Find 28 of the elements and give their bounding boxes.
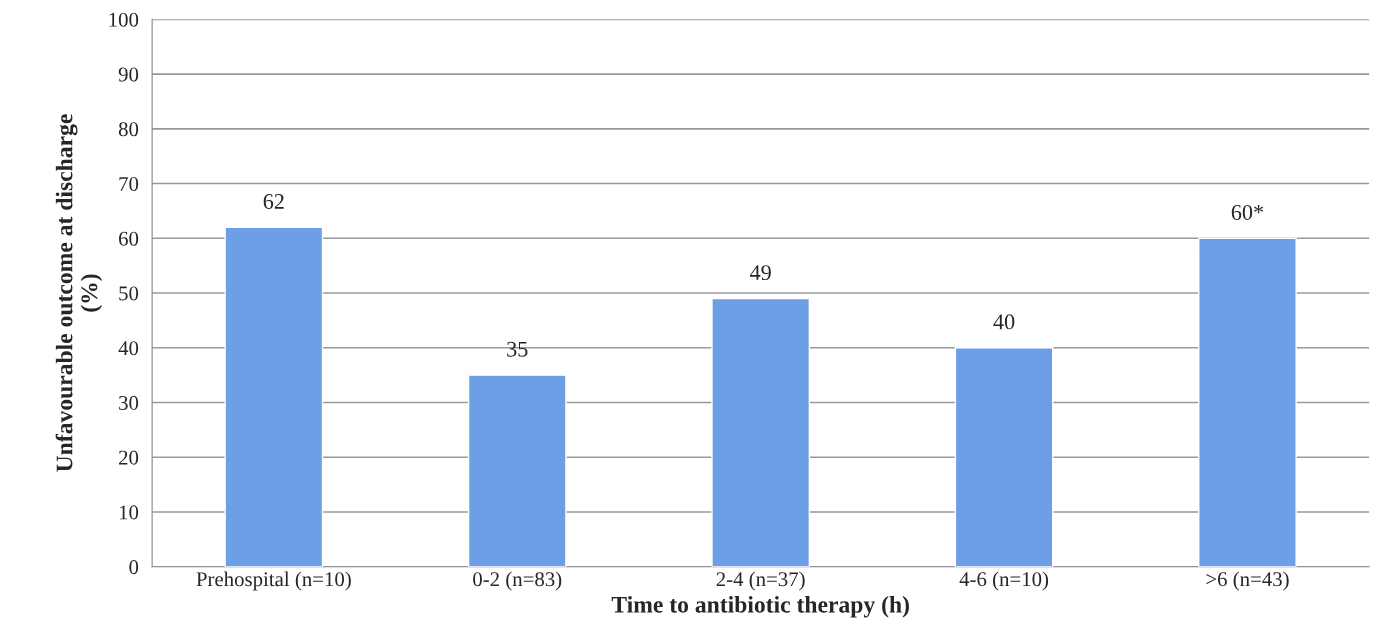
data-label: 35	[507, 341, 528, 357]
y-tick-label: 50	[119, 286, 139, 301]
x-tick-label: 4-6 (n=10)	[959, 571, 1049, 591]
y-tick-label: 30	[119, 395, 139, 410]
x-tick-label: Prehospital (n=10)	[196, 571, 351, 591]
y-tick-label: 0	[129, 560, 139, 575]
x-tick-label: >6 (n=43)	[1206, 571, 1289, 591]
y-axis-title: Unfavourable outcome at discharge (%)	[55, 114, 103, 472]
x-tick-label: 2-4 (n=37)	[716, 571, 805, 591]
data-label: 60*	[1231, 204, 1264, 220]
y-tick-label: 80	[118, 122, 139, 137]
y-tick-label: 70	[119, 176, 139, 191]
data-label: 40	[993, 314, 1015, 330]
y-tick-label: 40	[118, 341, 139, 356]
bar	[711, 297, 811, 567]
y-tick-label: 10	[119, 505, 139, 520]
bar	[224, 226, 324, 567]
x-tick-label: 0-2 (n=83)	[473, 571, 562, 591]
x-axis-title: Time to antibiotic therapy (h)	[611, 596, 909, 618]
y-tick-label: 20	[119, 450, 139, 465]
data-label: 49	[749, 265, 771, 281]
data-label: 62	[263, 194, 284, 209]
bar	[954, 347, 1054, 567]
y-tick-label: 60	[119, 231, 139, 246]
bar	[467, 374, 567, 567]
y-tick-label: 90	[118, 67, 139, 82]
bar	[1198, 237, 1297, 567]
y-tick-label: 100	[109, 12, 139, 27]
